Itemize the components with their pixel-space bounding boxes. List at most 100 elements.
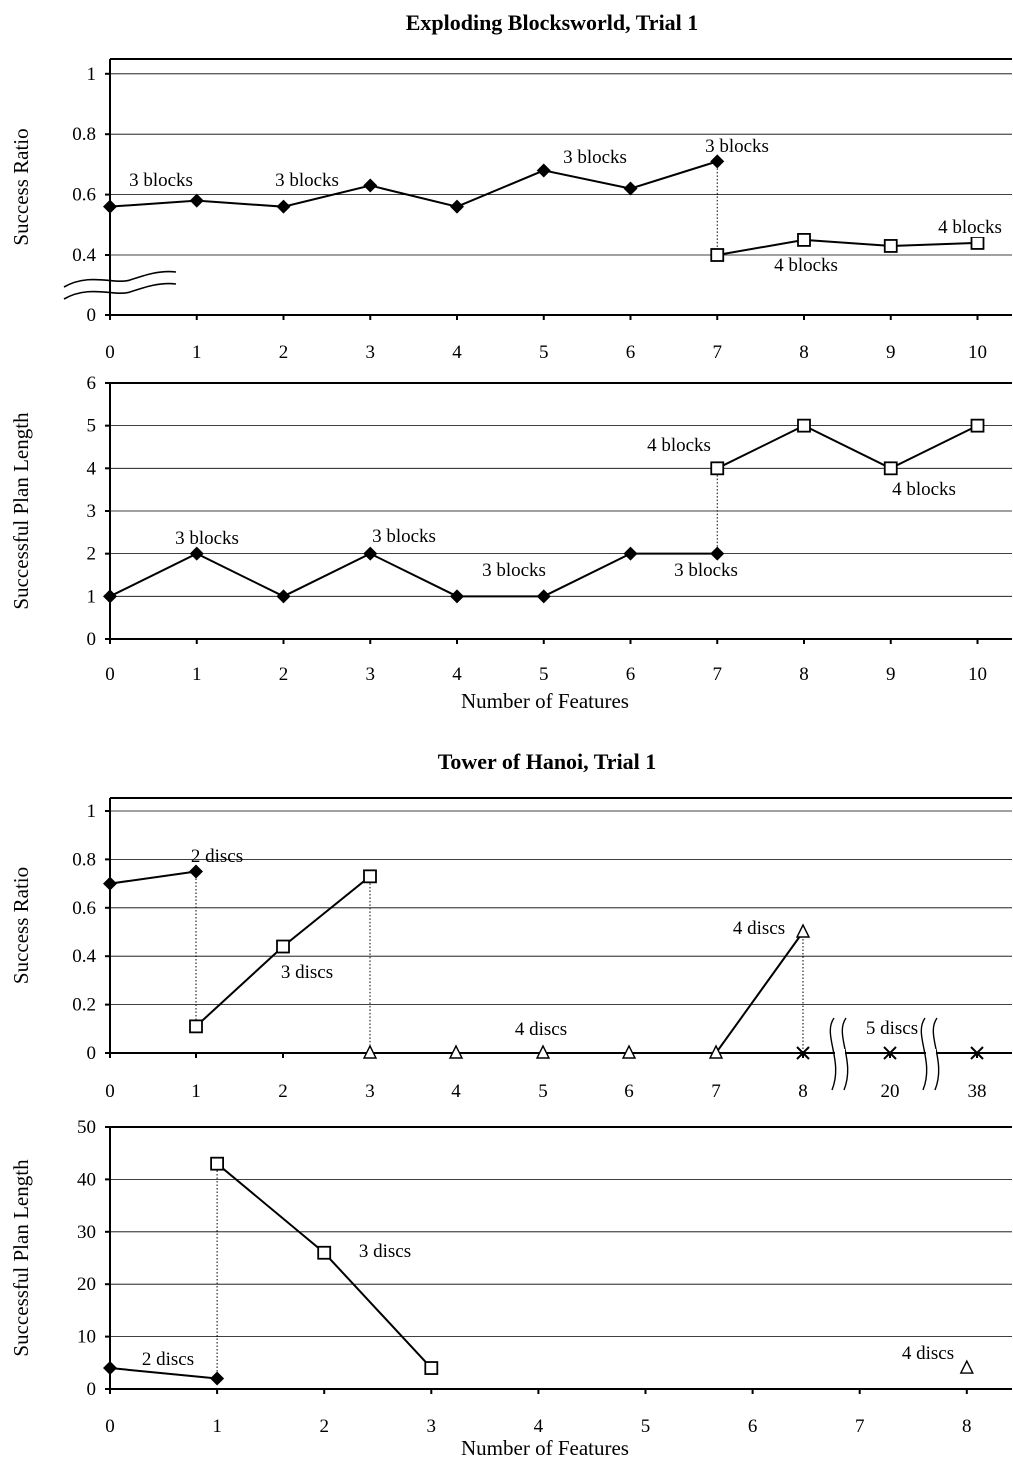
series-line — [109, 552, 718, 598]
y-tick-label: 0 — [87, 1379, 97, 1400]
hanoi-plan-length-panel: 0 10 20 30 40 50 0 1 2 3 4 5 6 7 8 Successful Plan Leng… — [9, 1117, 1012, 1460]
x-tick-label: 0 — [105, 1416, 115, 1437]
diamond-point — [276, 589, 291, 604]
square-point — [883, 239, 898, 253]
series-annotation: 2 discs — [142, 1349, 194, 1370]
y-tick-label: 0.6 — [72, 185, 96, 206]
triangle-point — [621, 1044, 637, 1059]
x-tick-label: 5 — [538, 1081, 548, 1102]
x-tick-label: 3 — [366, 342, 376, 363]
series-annotation: 5 discs — [866, 1018, 918, 1039]
square-point — [970, 236, 985, 250]
x-tick-label: 0 — [105, 342, 115, 363]
x-tick-label: 9 — [886, 664, 896, 685]
y-tick-label: 50 — [77, 1117, 96, 1138]
triangle-point — [362, 1044, 378, 1059]
y-tick-label: 40 — [77, 1169, 96, 1190]
diamond-point — [189, 864, 203, 879]
square-point — [710, 461, 725, 476]
y-tick-label: 5 — [87, 416, 97, 437]
x-tick-label: 0 — [105, 664, 115, 685]
diamond-point — [189, 193, 204, 208]
y-tick-label: 0 — [87, 629, 97, 650]
diamond-point — [103, 876, 117, 891]
y-axis-label: Successful Plan Length — [9, 412, 33, 610]
triangle-point — [708, 1044, 724, 1059]
diamond-point — [710, 154, 725, 169]
x-tick-label: 4 — [452, 342, 462, 363]
series-annotation: 2 discs — [191, 846, 243, 867]
annotation-background — [928, 215, 1012, 237]
x-tick-label: 2 — [319, 1416, 329, 1437]
triangle-point — [795, 923, 811, 938]
y-tick-label: 0.6 — [72, 898, 96, 919]
x-tick-label: 8 — [799, 342, 809, 363]
series-annotation: 3 discs — [281, 962, 333, 983]
x-tick-label: 8 — [798, 1081, 808, 1102]
axis-break-gap — [835, 1049, 845, 1057]
series-annotation: 3 blocks — [275, 170, 339, 191]
y-tick-label: 30 — [77, 1222, 96, 1243]
x-tick-label: 2 — [278, 1081, 288, 1102]
x-tick-label: 7 — [711, 1081, 721, 1102]
diamond-point — [450, 589, 464, 604]
square-point — [276, 939, 290, 954]
x-tick-label: 1 — [192, 664, 202, 685]
x-tick-label: 4 — [534, 1416, 544, 1437]
x-tick-label: 20 — [881, 1081, 900, 1102]
x-tick-label: 10 — [968, 342, 987, 363]
series-annotation: 4 blocks — [774, 255, 838, 276]
x-tick-label: 2 — [279, 664, 289, 685]
axis-break-mark — [920, 1017, 928, 1091]
series-annotation: 3 blocks — [372, 526, 436, 547]
x-tick-label: 6 — [626, 342, 636, 363]
diamond-point — [103, 199, 117, 214]
x-tick-label: 3 — [427, 1416, 437, 1437]
square-point — [424, 1361, 439, 1375]
diamond-point — [623, 546, 638, 561]
series-annotation: 3 blocks — [705, 136, 769, 157]
square-point — [797, 232, 811, 247]
y-tick-label: 2 — [87, 544, 97, 565]
diamond-point — [450, 199, 464, 214]
x-tick-label: 8 — [799, 664, 809, 685]
series-annotation: 4 blocks — [938, 217, 1002, 238]
series-annotation: 3 blocks — [129, 170, 193, 191]
y-tick-label: 0.8 — [72, 849, 96, 870]
series-line — [109, 870, 197, 885]
series-annotation: 3 blocks — [175, 528, 239, 549]
x-tick-label: 7 — [713, 342, 723, 363]
x-tick-label: 6 — [624, 1081, 634, 1102]
y-axis-label: Success Ratio — [9, 128, 33, 245]
hanoi-title: Tower of Hanoi, Trial 1 — [438, 749, 657, 774]
y-tick-label: 0.2 — [72, 995, 96, 1016]
series-line — [370, 931, 804, 1054]
x-point — [970, 1046, 984, 1060]
x-tick-label: 7 — [855, 1416, 865, 1437]
x-tick-label: 3 — [365, 1081, 375, 1102]
series-line — [109, 160, 718, 208]
y-tick-label: 1 — [87, 64, 97, 85]
square-point — [797, 418, 811, 433]
x-tick-label: 1 — [192, 342, 202, 363]
x-tick-label: 5 — [539, 664, 549, 685]
diamond-point — [103, 1361, 117, 1376]
y-tick-label: 4 — [87, 458, 97, 479]
x-tick-label: 5 — [539, 342, 549, 363]
hanoi-success-ratio-panel: 0 0.2 0.4 0.6 0.8 1 0 1 2 3 4 5 6 7 8 20 38 Success Ratio… — [9, 797, 1012, 1102]
y-tick-label: 0 — [87, 1043, 97, 1064]
series-annotation: 3 blocks — [563, 147, 627, 168]
triangle-point — [448, 1044, 464, 1059]
x-tick-label: 8 — [962, 1416, 972, 1437]
diamond-point — [276, 199, 291, 214]
axis-break-mark — [63, 282, 177, 300]
x-point — [796, 1046, 810, 1060]
x-tick-label: 4 — [451, 1081, 461, 1102]
x-tick-label: 10 — [968, 664, 987, 685]
series-line — [716, 424, 978, 470]
square-point — [363, 869, 377, 884]
series-line — [216, 1162, 433, 1369]
x-tick-label: 1 — [191, 1081, 201, 1102]
series-annotation: 4 blocks — [892, 479, 956, 500]
